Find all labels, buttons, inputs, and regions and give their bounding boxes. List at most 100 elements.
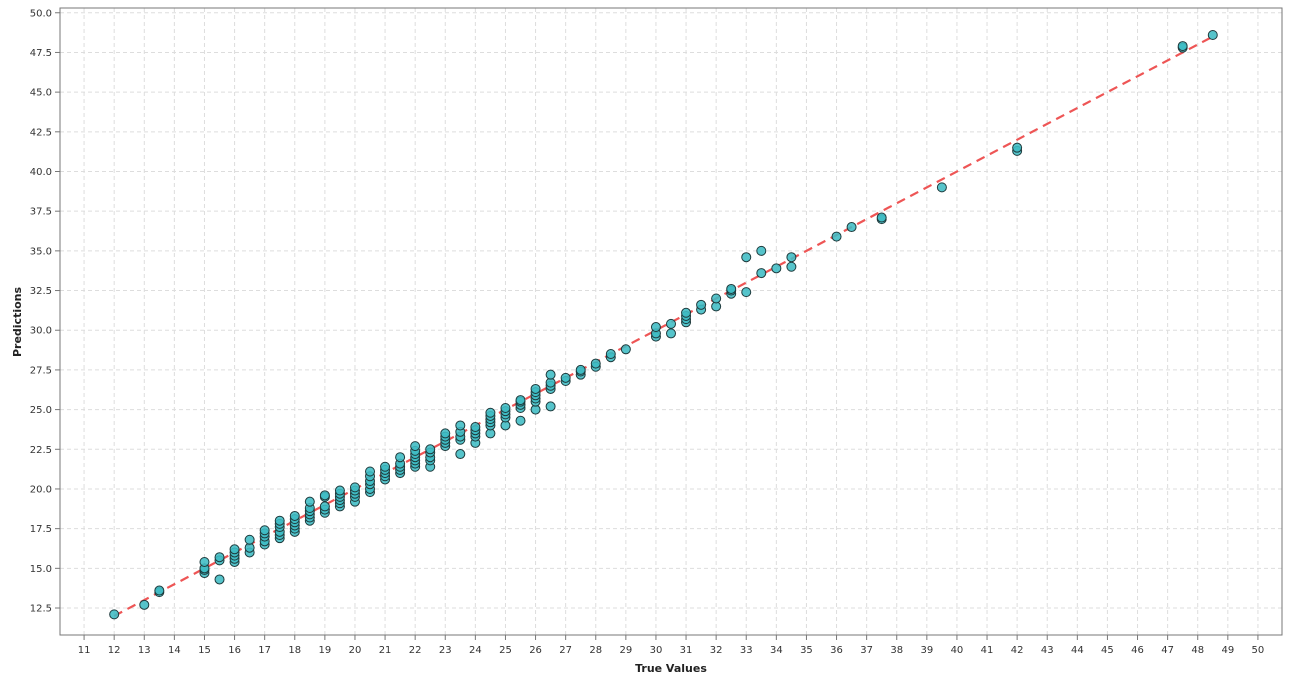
scatter-point bbox=[575, 364, 586, 375]
scatter-point bbox=[756, 245, 767, 256]
scatter-point bbox=[319, 501, 330, 512]
x-tick-label: 30 bbox=[650, 645, 663, 656]
scatter-point bbox=[214, 574, 225, 585]
scatter-point bbox=[214, 552, 225, 563]
x-tick-label: 11 bbox=[78, 645, 91, 656]
x-tick-label: 35 bbox=[800, 645, 813, 656]
y-tick-label: 12.5 bbox=[30, 604, 52, 615]
scatter-point bbox=[440, 428, 451, 439]
scatter-point bbox=[650, 322, 661, 333]
scatter-point bbox=[199, 556, 210, 567]
x-tick-label: 20 bbox=[349, 645, 362, 656]
y-tick-label: 17.5 bbox=[30, 524, 52, 535]
scatter-point bbox=[154, 585, 165, 596]
scatter-point bbox=[380, 461, 391, 472]
x-tick-label: 43 bbox=[1041, 645, 1054, 656]
scatter-point bbox=[786, 261, 797, 272]
scatter-point bbox=[109, 609, 120, 620]
x-tick-label: 44 bbox=[1071, 645, 1084, 656]
x-tick-label: 13 bbox=[138, 645, 151, 656]
scatter-point bbox=[319, 490, 330, 501]
scatter-point bbox=[666, 328, 676, 339]
scatter-point bbox=[139, 599, 150, 610]
scatter-point bbox=[726, 283, 737, 294]
scatter-point bbox=[515, 415, 526, 426]
scatter-point bbox=[304, 496, 315, 507]
x-tick-label: 50 bbox=[1252, 645, 1265, 656]
x-tick-label: 37 bbox=[860, 645, 873, 656]
scatter-point bbox=[696, 299, 707, 310]
x-tick-label: 16 bbox=[228, 645, 241, 656]
y-tick-label: 32.5 bbox=[30, 286, 52, 297]
scatter-point bbox=[395, 452, 406, 463]
scatter-point bbox=[786, 252, 797, 263]
x-tick-label: 25 bbox=[499, 645, 512, 656]
x-tick-label: 47 bbox=[1161, 645, 1174, 656]
scatter-point bbox=[560, 372, 571, 383]
x-tick-label: 24 bbox=[469, 645, 482, 656]
scatter-point bbox=[259, 525, 270, 536]
x-tick-label: 41 bbox=[981, 645, 994, 656]
scatter-point bbox=[365, 466, 376, 477]
x-tick-label: 31 bbox=[680, 645, 693, 656]
x-tick-label: 27 bbox=[559, 645, 572, 656]
x-tick-label: 40 bbox=[951, 645, 964, 656]
y-tick-label: 22.5 bbox=[30, 445, 52, 456]
scatter-point bbox=[876, 212, 887, 223]
scatter-point bbox=[410, 441, 421, 452]
reference-line bbox=[113, 35, 1214, 617]
scatter-point bbox=[289, 510, 300, 521]
x-tick-label: 36 bbox=[830, 645, 843, 656]
x-tick-label: 49 bbox=[1221, 645, 1234, 656]
scatter-point bbox=[620, 344, 631, 355]
reference-line-layer bbox=[113, 35, 1214, 617]
x-tick-label: 34 bbox=[770, 645, 783, 656]
x-tick-label: 21 bbox=[379, 645, 392, 656]
scatter-point bbox=[1012, 142, 1023, 153]
y-tick-label: 40.0 bbox=[30, 167, 52, 178]
x-tick-label: 42 bbox=[1011, 645, 1024, 656]
scatter-point bbox=[590, 358, 601, 369]
x-tick-label: 29 bbox=[619, 645, 632, 656]
y-tick-label: 15.0 bbox=[30, 564, 52, 575]
y-tick-label: 20.0 bbox=[30, 484, 52, 495]
scatter-point bbox=[425, 444, 436, 455]
y-tick-label: 30.0 bbox=[30, 326, 52, 337]
scatter-point bbox=[936, 182, 947, 193]
y-tick-label: 37.5 bbox=[30, 207, 52, 218]
x-tick-label: 38 bbox=[890, 645, 903, 656]
x-tick-label: 17 bbox=[258, 645, 271, 656]
x-tick-label: 12 bbox=[108, 645, 121, 656]
scatter-point bbox=[741, 252, 752, 263]
x-tick-label: 45 bbox=[1101, 645, 1114, 656]
scatter-point bbox=[244, 534, 255, 545]
x-tick-label: 23 bbox=[439, 645, 452, 656]
x-tick-label: 32 bbox=[710, 645, 723, 656]
x-tick-label: 26 bbox=[529, 645, 542, 656]
scatter-point bbox=[530, 383, 541, 394]
x-tick-label: 48 bbox=[1191, 645, 1204, 656]
scatter-point bbox=[831, 231, 842, 242]
x-axis-title: True Values bbox=[635, 662, 707, 675]
scatter-point bbox=[229, 544, 240, 555]
y-tick-label: 27.5 bbox=[30, 365, 52, 376]
scatter-point bbox=[605, 349, 616, 360]
x-tick-label: 46 bbox=[1131, 645, 1144, 656]
y-axis-title: Predictions bbox=[11, 287, 24, 358]
scatter-point bbox=[485, 407, 496, 418]
scatter-point bbox=[334, 485, 345, 496]
y-tick-label: 45.0 bbox=[30, 88, 52, 99]
x-tick-label: 19 bbox=[318, 645, 331, 656]
scatter-point bbox=[349, 482, 360, 493]
x-tick-label: 39 bbox=[920, 645, 933, 656]
x-tick-label: 28 bbox=[589, 645, 602, 656]
data-points bbox=[109, 29, 1218, 620]
x-tick-label: 33 bbox=[740, 645, 753, 656]
scatter-point bbox=[545, 401, 556, 412]
y-tick-label: 42.5 bbox=[30, 127, 52, 138]
scatter-point bbox=[711, 293, 722, 304]
grid-lines bbox=[60, 8, 1282, 635]
scatter-point bbox=[515, 395, 526, 406]
scatter-point bbox=[545, 369, 556, 380]
scatter-point bbox=[1207, 29, 1218, 40]
